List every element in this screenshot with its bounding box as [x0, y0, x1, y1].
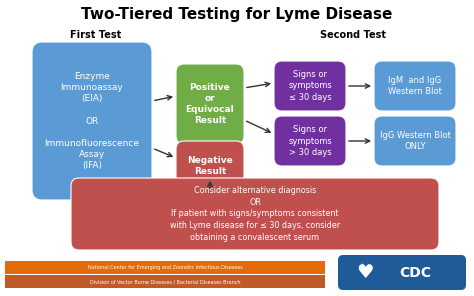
Text: CDC: CDC: [399, 266, 431, 280]
Text: ♥: ♥: [356, 263, 374, 282]
Text: Positive
or
Equivocal
Result: Positive or Equivocal Result: [186, 83, 234, 125]
FancyBboxPatch shape: [274, 116, 346, 166]
FancyBboxPatch shape: [274, 61, 346, 111]
FancyBboxPatch shape: [374, 116, 456, 166]
FancyBboxPatch shape: [374, 61, 456, 111]
FancyBboxPatch shape: [32, 42, 152, 200]
Text: Negative
Result: Negative Result: [187, 156, 233, 176]
Text: Signs or
symptoms
≤ 30 days: Signs or symptoms ≤ 30 days: [288, 70, 332, 102]
Text: IgM  and IgG
Western Blot: IgM and IgG Western Blot: [388, 76, 442, 96]
FancyBboxPatch shape: [5, 261, 325, 274]
Text: First Test: First Test: [70, 30, 121, 40]
Text: Division of Vector Borne Diseases / Bacterial Diseases Branch: Division of Vector Borne Diseases / Bact…: [90, 279, 240, 284]
FancyBboxPatch shape: [176, 141, 244, 191]
FancyBboxPatch shape: [338, 255, 466, 290]
Text: Consider alternative diagnosis
OR
If patient with signs/symptoms consistent
with: Consider alternative diagnosis OR If pat…: [170, 186, 340, 242]
Text: Second Test: Second Test: [320, 30, 386, 40]
Text: ✦: ✦: [357, 263, 367, 273]
Text: IgG Western Blot
ONLY: IgG Western Blot ONLY: [380, 131, 450, 151]
Text: Enzyme
Immunoassay
(EIA)

OR

Immunofluorescence
Assay
(IFA): Enzyme Immunoassay (EIA) OR Immunofluore…: [45, 72, 139, 170]
Text: Two-Tiered Testing for Lyme Disease: Two-Tiered Testing for Lyme Disease: [82, 7, 392, 22]
Text: National Center for Emerging and Zoonotic Infectious Diseases: National Center for Emerging and Zoonoti…: [88, 266, 242, 271]
Text: Signs or
symptoms
> 30 days: Signs or symptoms > 30 days: [288, 126, 332, 157]
FancyBboxPatch shape: [71, 178, 439, 250]
FancyBboxPatch shape: [5, 275, 325, 288]
FancyBboxPatch shape: [176, 64, 244, 144]
